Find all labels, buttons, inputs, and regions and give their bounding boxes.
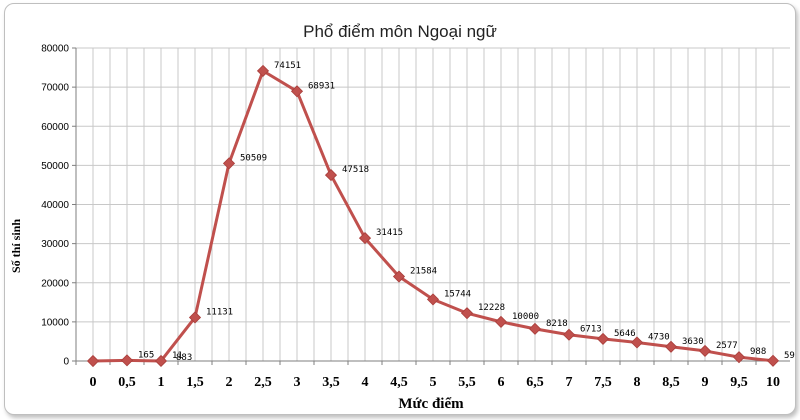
data-label: 68931 xyxy=(308,81,335,91)
data-label: 4730 xyxy=(648,332,670,342)
data-point-marker xyxy=(324,169,338,182)
x-tick-label: 2 xyxy=(226,375,233,390)
data-label: 883 xyxy=(176,353,192,363)
data-point-marker xyxy=(494,315,508,328)
data-point-marker xyxy=(460,307,474,320)
data-labels: 165 11 11131 50509 74151 68931 47518 31415 21584… xyxy=(138,61,795,363)
data-label: 59 xyxy=(784,351,795,361)
x-tick-label: 5 xyxy=(430,375,437,390)
data-point-marker xyxy=(732,351,746,364)
x-tick-label: 7 xyxy=(566,375,573,390)
data-point-marker xyxy=(698,344,712,357)
y-tick-label: 70000 xyxy=(41,83,69,94)
data-point-marker xyxy=(256,64,270,77)
data-label: 15744 xyxy=(444,289,471,299)
x-tick-label: 8,5 xyxy=(662,375,680,390)
data-label: 8218 xyxy=(546,319,568,329)
y-axis-ticks: 0 10000 20000 30000 40000 50000 60000 70000 8000… xyxy=(41,44,76,368)
y-tick-label: 20000 xyxy=(41,278,69,289)
y-tick-label: 0 xyxy=(63,357,69,368)
gridlines xyxy=(76,47,790,361)
y-tick-label: 40000 xyxy=(41,200,69,211)
data-label: 6713 xyxy=(580,325,602,335)
x-tick-label: 6 xyxy=(498,375,505,390)
x-tick-label: 1 xyxy=(158,375,165,390)
data-point-marker xyxy=(154,354,168,368)
x-tick-label: 6,5 xyxy=(526,375,544,390)
x-axis-ticks: 0 0,5 1 1,5 2 2,5 3 3,5 4 4,5 5 5,5 6 6,5 7 7,5 8 8,5 9 9,5… xyxy=(75,361,780,390)
data-label: 47518 xyxy=(342,165,369,175)
data-label: 50509 xyxy=(240,153,267,163)
data-point-marker xyxy=(664,340,678,353)
data-label: 11 xyxy=(172,351,183,361)
data-point-marker xyxy=(392,270,406,283)
x-tick-label: 8 xyxy=(634,375,641,390)
data-point-marker xyxy=(358,232,372,245)
data-label: 2577 xyxy=(716,341,738,351)
data-point-marker xyxy=(86,354,100,368)
data-label: 74151 xyxy=(274,61,301,71)
data-label: 988 xyxy=(750,347,766,357)
data-point-marker xyxy=(290,85,304,98)
x-tick-label: 2,5 xyxy=(254,375,272,390)
x-tick-label: 7,5 xyxy=(594,375,612,390)
data-point-marker xyxy=(630,336,644,349)
x-tick-label: 10 xyxy=(766,375,780,390)
data-label: 3630 xyxy=(682,337,704,347)
x-tick-label: 0,5 xyxy=(118,375,136,390)
data-point-marker xyxy=(596,332,610,345)
data-point-marker xyxy=(120,354,134,367)
y-tick-label: 30000 xyxy=(41,239,69,250)
data-label: 11131 xyxy=(206,307,233,317)
data-point-marker xyxy=(222,157,236,170)
data-point-marker xyxy=(562,328,576,341)
x-tick-label: 4,5 xyxy=(390,375,408,390)
data-label: 5646 xyxy=(614,329,636,339)
x-tick-label: 1,5 xyxy=(186,375,204,390)
y-tick-label: 10000 xyxy=(41,317,69,328)
data-point-marker xyxy=(426,293,440,306)
x-tick-label: 5,5 xyxy=(458,375,476,390)
data-label: 165 xyxy=(138,350,154,360)
data-point-marker xyxy=(766,354,780,367)
x-tick-label: 9 xyxy=(702,375,709,390)
y-tick-label: 80000 xyxy=(41,44,69,55)
data-label: 12228 xyxy=(478,303,505,313)
data-point-marker xyxy=(188,311,202,324)
x-tick-label: 9,5 xyxy=(730,375,748,390)
x-axis-label: Mức điểm xyxy=(398,396,464,412)
data-label: 21584 xyxy=(410,267,437,277)
data-point-marker xyxy=(528,322,542,335)
y-tick-label: 60000 xyxy=(41,122,69,133)
chart-title: Phổ điểm môn Ngoại ngữ xyxy=(303,22,497,41)
x-tick-label: 4 xyxy=(362,375,369,390)
x-tick-label: 3,5 xyxy=(322,375,340,390)
y-axis-label: Số thí sinh xyxy=(9,219,23,273)
x-tick-label: 3 xyxy=(294,375,301,390)
data-label: 10000 xyxy=(512,312,539,322)
series-group xyxy=(86,64,780,368)
x-tick-label: 0 xyxy=(90,375,97,390)
y-tick-label: 50000 xyxy=(41,161,69,172)
data-label: 31415 xyxy=(376,228,403,238)
